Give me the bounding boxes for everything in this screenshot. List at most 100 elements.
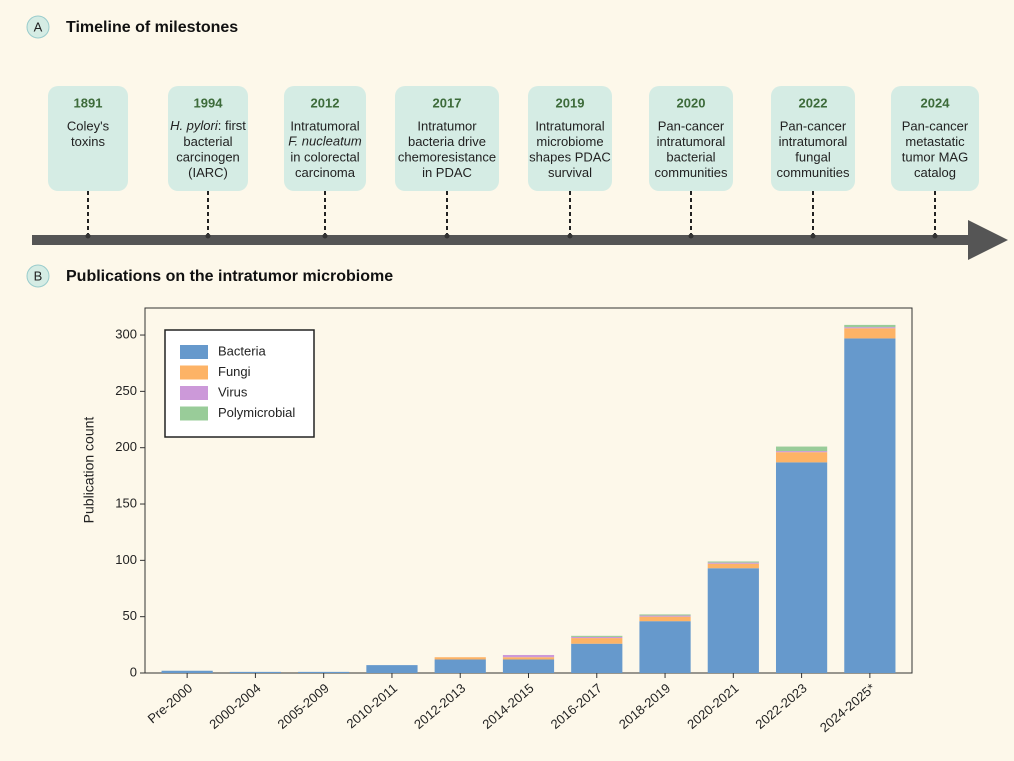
y-axis-label: Publication count — [81, 417, 97, 524]
milestone-year: 2017 — [433, 95, 462, 110]
milestone-box — [395, 86, 499, 191]
legend-swatch — [180, 406, 208, 421]
milestone-box — [528, 86, 612, 191]
milestone-text: Pan-cancer — [780, 118, 847, 133]
milestone-text: intratumoral — [657, 134, 726, 149]
bar-segment — [502, 659, 555, 673]
bar-segment — [844, 328, 896, 339]
bar-segment — [707, 562, 759, 564]
milestone-year: 1994 — [194, 95, 224, 110]
milestone-text: communities — [655, 165, 728, 180]
bar-segment — [298, 671, 350, 673]
milestone-text: Intratumoral — [535, 118, 604, 133]
y-tick-label: 250 — [115, 383, 137, 398]
milestone-text: communities — [777, 165, 850, 180]
milestone-year: 2022 — [799, 95, 828, 110]
milestone-box — [891, 86, 979, 191]
bar-segment — [775, 462, 828, 673]
legend-label: Fungi — [218, 364, 251, 379]
x-tick-label: 2016-2017 — [548, 680, 605, 731]
bar-segment — [775, 452, 828, 463]
milestone-text: bacterial — [666, 149, 715, 164]
milestone-box — [771, 86, 855, 191]
panel-title: Timeline of milestones — [66, 19, 238, 36]
milestone-text: bacterial — [183, 134, 232, 149]
milestone-text: Coley's — [67, 118, 110, 133]
milestone-text: bacteria drive — [408, 134, 486, 149]
panel-badge — [26, 264, 50, 288]
milestone-text: Pan-cancer — [658, 118, 725, 133]
bar-segment — [434, 657, 486, 660]
milestone-year: 2012 — [311, 95, 340, 110]
y-tick-label: 200 — [115, 439, 137, 454]
tick-dot — [688, 233, 694, 239]
y-tick-label: 100 — [115, 552, 137, 567]
x-tick-label: Pre-2000 — [145, 680, 196, 726]
tick-dot — [567, 233, 573, 239]
milestone-text: carcinogen — [176, 149, 240, 164]
bar-segment — [571, 643, 623, 673]
x-tick-label: 2010-2011 — [344, 680, 401, 731]
milestone-text: fungal — [795, 149, 831, 164]
y-tick-label: 50 — [123, 608, 137, 623]
bar-segment — [434, 659, 486, 673]
legend-label: Bacteria — [218, 343, 266, 358]
milestone-text: Intratumor — [417, 118, 477, 133]
bar-segment — [571, 638, 623, 644]
panel-label: A — [34, 19, 43, 34]
bar-segment — [639, 614, 691, 616]
bar-segment — [502, 654, 555, 658]
tick-dot — [85, 233, 91, 239]
legend-swatch — [180, 386, 208, 400]
y-tick-label: 0 — [130, 664, 137, 679]
text-segment: : first — [218, 118, 247, 133]
milestone-year: 2020 — [677, 95, 706, 110]
bar-segment — [639, 621, 691, 673]
x-tick-label: 2012-2013 — [411, 680, 468, 731]
chart-title: Publications on the intratumor microbiom… — [66, 268, 393, 285]
milestone-text: survival — [548, 165, 592, 180]
legend-label: Virus — [218, 384, 248, 399]
legend-swatch — [180, 345, 208, 359]
milestone-text: Pan-cancer — [902, 118, 969, 133]
milestone-text: intratumoral — [779, 134, 848, 149]
milestone-box — [649, 86, 733, 191]
milestone-text: shapes PDAC — [529, 149, 611, 164]
bar-segment — [707, 561, 759, 563]
milestone-text: F. nucleatum — [288, 134, 362, 149]
bar-segment — [844, 324, 896, 328]
legend-swatch — [180, 365, 208, 380]
x-tick-label: 2024-2025* — [817, 680, 878, 735]
milestone-year: 1891 — [74, 95, 103, 110]
tick-dot — [444, 233, 450, 239]
bar-segment — [707, 563, 759, 569]
bar-segment — [639, 615, 691, 617]
bar-segment — [571, 635, 623, 637]
bar-segment — [775, 451, 828, 453]
milestone-text: catalog — [914, 165, 956, 180]
bar-segment — [707, 568, 759, 673]
panel-label: B — [34, 268, 43, 283]
milestone-text: in colorectal — [290, 149, 359, 164]
legend-label: Polymicrobial — [218, 405, 295, 420]
milestone-text: Intratumoral — [290, 118, 359, 133]
milestone-year: 2019 — [556, 95, 585, 110]
bar-segment — [229, 671, 282, 673]
milestone-text: H. pylori: first — [170, 118, 246, 133]
milestone-text: carcinoma — [295, 165, 356, 180]
x-tick-label: 2020-2021 — [684, 680, 741, 731]
milestone-text: (IARC) — [188, 165, 228, 180]
x-tick-label: 2000-2004 — [206, 680, 263, 731]
milestone-box — [284, 86, 366, 191]
milestone-year: 2024 — [921, 95, 951, 110]
panel-badge — [26, 15, 50, 39]
milestone-text: in PDAC — [422, 165, 472, 180]
tick-dot — [205, 233, 211, 239]
tick-dot — [932, 233, 938, 239]
bar-segment — [366, 665, 418, 673]
milestone-text: toxins — [71, 134, 105, 149]
bar-segment — [844, 338, 896, 673]
bar-segment — [571, 636, 623, 639]
bar-segment — [844, 327, 896, 329]
